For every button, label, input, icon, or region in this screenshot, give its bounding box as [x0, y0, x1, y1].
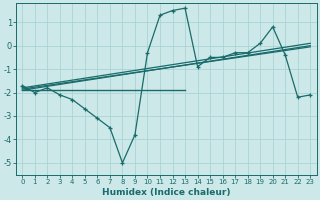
- X-axis label: Humidex (Indice chaleur): Humidex (Indice chaleur): [102, 188, 230, 197]
